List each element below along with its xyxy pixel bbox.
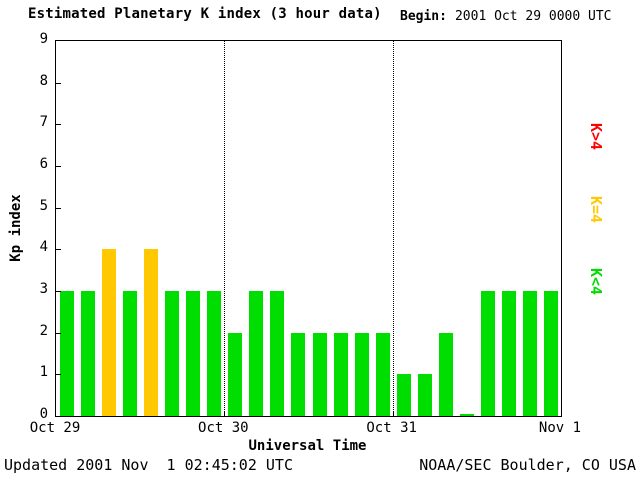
y-tick-label: 8	[39, 72, 48, 89]
y-tick-mark	[56, 249, 61, 251]
kp-bar	[543, 291, 558, 416]
y-tick-label: 6	[39, 156, 48, 172]
day-boundary-line	[224, 41, 226, 416]
legend-item: K>4	[587, 123, 605, 151]
y-tick-label: 9	[39, 31, 48, 47]
y-tick-mark	[56, 124, 61, 126]
x-tick-mark	[224, 411, 226, 416]
kp-bar	[459, 414, 474, 416]
kp-bar	[438, 332, 453, 416]
x-tick-label: Oct 30	[198, 420, 249, 436]
y-tick-mark	[56, 82, 61, 84]
day-boundary-line	[392, 41, 394, 416]
x-tick-label: Oct 31	[366, 420, 417, 436]
x-axis-title: Universal Time	[248, 438, 367, 454]
kp-bar	[249, 291, 264, 416]
updated-timestamp: Updated 2001 Nov 1 02:45:02 UTC	[4, 456, 293, 474]
kp-bar	[228, 332, 243, 416]
begin-label: Begin:	[400, 9, 447, 24]
kp-bar	[417, 374, 432, 416]
y-tick-label: 7	[39, 114, 48, 131]
kp-bar	[375, 332, 390, 416]
kp-bar	[333, 332, 348, 416]
begin-value: 2001 Oct 29 0000 UTC	[454, 9, 612, 24]
kp-bar	[312, 332, 327, 416]
y-tick-label: 4	[39, 239, 48, 256]
x-tick-mark	[392, 411, 394, 416]
y-tick-label: 2	[39, 322, 48, 339]
kp-bar	[165, 291, 180, 416]
y-tick-mark	[56, 332, 61, 334]
y-tick-mark	[56, 166, 61, 167]
x-tick-label: Oct 29	[29, 420, 81, 436]
kp-bar	[207, 291, 222, 416]
y-tick-label: 0	[39, 406, 48, 422]
y-tick-mark	[56, 374, 61, 376]
kp-bar	[291, 332, 306, 416]
kp-bar	[60, 291, 74, 416]
begin-time-label: Begin: 2001 Oct 29 0000 UTC	[400, 9, 612, 24]
kp-bar	[102, 249, 117, 416]
kp-bar	[501, 291, 516, 416]
chart-title: Estimated Planetary K index (3 hour data…	[28, 6, 382, 22]
source-attribution: NOAA/SEC Boulder, CO USA	[419, 456, 636, 474]
kp-bar	[522, 291, 537, 416]
y-tick-mark	[56, 291, 61, 292]
x-tick-label: Nov 1	[538, 420, 582, 436]
kp-bar	[270, 291, 285, 416]
plot-area	[55, 40, 562, 417]
kp-bar	[81, 291, 96, 416]
y-tick-label: 3	[39, 281, 48, 297]
legend-item: K=4	[587, 196, 605, 224]
kp-bar	[123, 291, 138, 416]
y-tick-mark	[56, 207, 61, 209]
kp-bar	[480, 291, 495, 416]
kp-bar	[144, 249, 159, 416]
y-tick-label: 5	[39, 197, 48, 214]
kp-bar	[396, 374, 411, 416]
kp-bar	[186, 291, 201, 416]
legend-item: K<4	[587, 268, 605, 296]
y-tick-label: 1	[39, 364, 48, 381]
kp-bar	[354, 332, 369, 416]
